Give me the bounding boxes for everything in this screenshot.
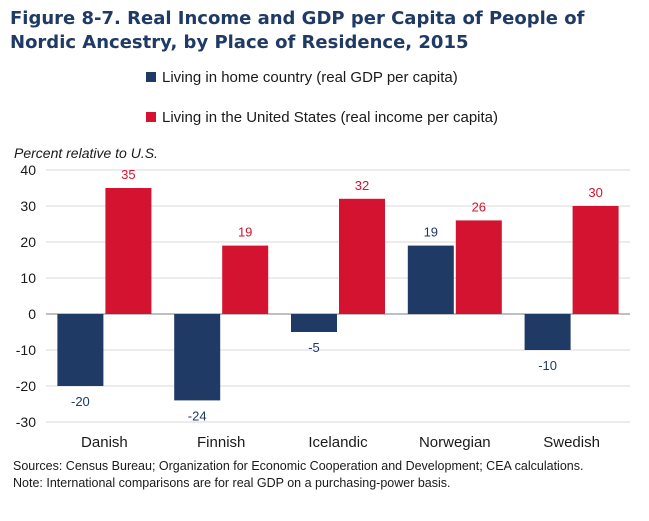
y-axis-label: Percent relative to U.S. [14, 145, 158, 161]
x-tick-label: Finnish [197, 434, 245, 451]
data-label: -20 [71, 394, 90, 409]
legend-label-us: Living in the United States (real income… [162, 108, 499, 126]
bar-us-norwegian [455, 220, 502, 314]
legend-item-us: Living in the United States (real income… [146, 106, 498, 128]
legend-swatch-home [146, 72, 156, 82]
note-text: Note: International comparisons are for … [13, 476, 451, 490]
y-tick-label: 20 [20, 234, 36, 250]
bar-home-icelandic [291, 314, 337, 332]
bar-home-finnish [174, 314, 221, 401]
data-label: 19 [238, 225, 252, 240]
bar-us-icelandic [339, 198, 385, 314]
x-tick-label: Danish [81, 434, 128, 451]
legend: Living in home country (real GDP per cap… [146, 66, 498, 146]
bar-home-danish [57, 314, 104, 386]
y-tick-label: -30 [16, 414, 36, 430]
y-tick-label: 10 [20, 270, 36, 286]
data-label: 19 [424, 225, 438, 240]
x-tick-label: Norwegian [419, 434, 491, 451]
y-tick-label: 40 [20, 162, 36, 178]
bar-us-finnish [222, 245, 269, 314]
bar-us-danish [105, 188, 152, 314]
y-tick-label: 30 [20, 198, 36, 214]
x-tick-label: Swedish [543, 434, 600, 451]
bar-home-norwegian [407, 245, 454, 314]
legend-swatch-us [146, 112, 156, 122]
data-label: -10 [538, 358, 557, 373]
data-label: 26 [472, 199, 486, 214]
y-tick-label: 0 [28, 306, 36, 322]
y-tick-label: -10 [16, 342, 36, 358]
bar-home-swedish [524, 314, 571, 350]
legend-item-home: Living in home country (real GDP per cap… [146, 66, 498, 88]
data-label: -24 [188, 408, 207, 423]
data-label: 32 [355, 178, 369, 193]
y-tick-label: -20 [16, 378, 36, 394]
legend-label-home: Living in home country (real GDP per cap… [162, 68, 458, 86]
sources-text: Sources: Census Bureau; Organization for… [13, 459, 584, 473]
x-tick-label: Icelandic [308, 434, 368, 451]
bar-us-swedish [572, 206, 619, 314]
notes: Sources: Census Bureau; Organization for… [13, 458, 643, 492]
chart-title: Figure 8-7. Real Income and GDP per Capi… [10, 8, 585, 53]
data-label: 30 [588, 185, 602, 200]
data-label: 35 [121, 167, 135, 182]
data-label: -5 [308, 340, 320, 355]
